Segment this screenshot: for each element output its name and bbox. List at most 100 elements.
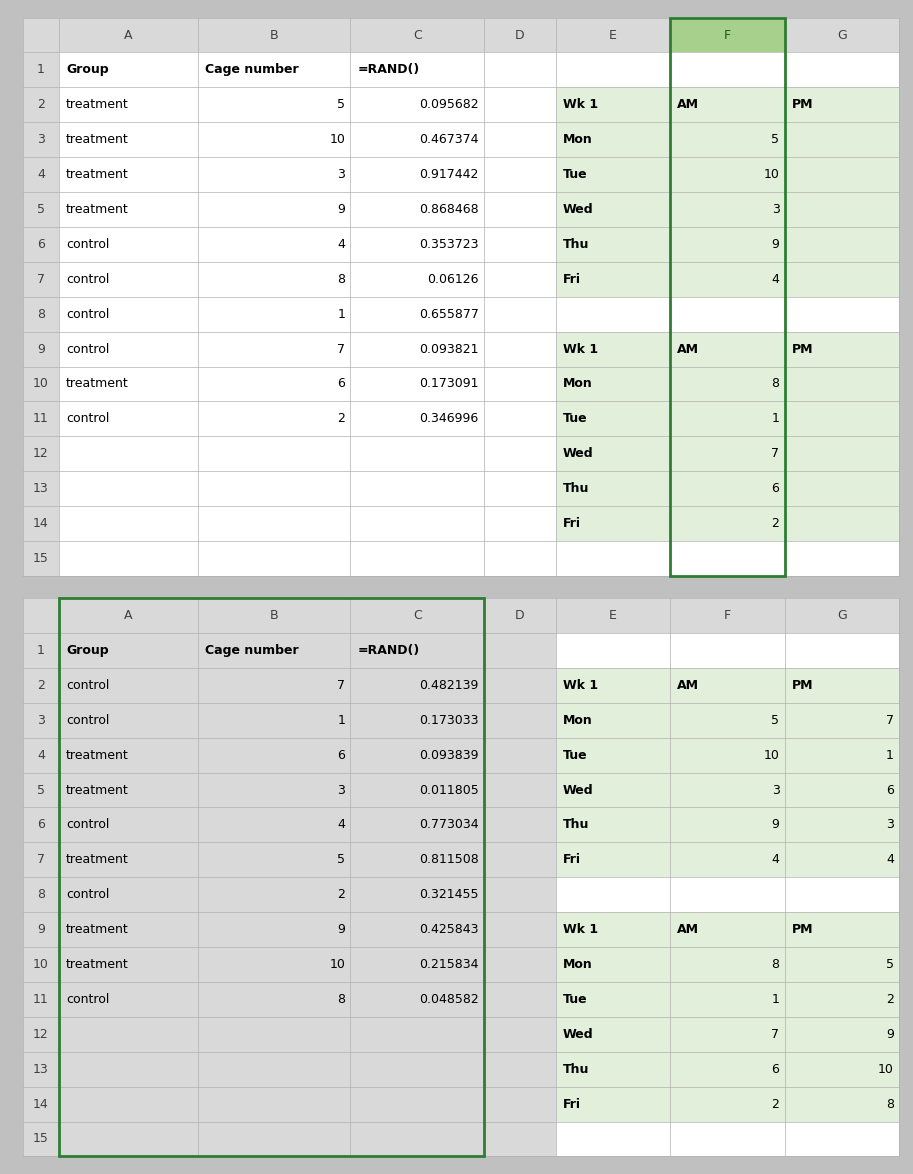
Bar [484, 912, 556, 947]
Text: 9: 9 [37, 343, 45, 356]
Bar [484, 227, 556, 262]
Bar [59, 122, 197, 157]
Text: Tue: Tue [562, 749, 587, 762]
Bar [351, 157, 484, 193]
Bar [484, 331, 556, 366]
Text: E: E [609, 28, 617, 41]
Bar [785, 193, 899, 227]
Bar [556, 668, 670, 703]
Bar [484, 668, 556, 703]
Text: Fri: Fri [562, 1098, 581, 1111]
Bar [59, 737, 197, 772]
Bar [23, 599, 59, 633]
Text: 3: 3 [337, 168, 345, 181]
Bar [670, 633, 785, 668]
Text: 8: 8 [886, 1098, 894, 1111]
Bar [23, 506, 59, 541]
Bar [59, 668, 197, 703]
Bar [59, 227, 197, 262]
Text: 7: 7 [37, 853, 45, 866]
Text: 6: 6 [337, 378, 345, 391]
Bar [484, 877, 556, 912]
Bar [197, 947, 351, 981]
Text: Thu: Thu [562, 483, 589, 495]
Bar [351, 668, 484, 703]
Bar [197, 1017, 351, 1052]
Bar [785, 912, 899, 947]
Bar [197, 843, 351, 877]
Bar [484, 599, 556, 633]
Bar [197, 193, 351, 227]
Bar [484, 366, 556, 402]
Bar [351, 1052, 484, 1087]
Bar [197, 157, 351, 193]
Bar [484, 471, 556, 506]
Bar [785, 331, 899, 366]
Bar [556, 227, 670, 262]
Text: 2: 2 [37, 679, 45, 691]
Text: E: E [609, 609, 617, 622]
Bar [197, 18, 351, 53]
Bar [670, 87, 785, 122]
Bar [59, 599, 484, 1156]
Bar [785, 437, 899, 471]
Text: 1: 1 [771, 412, 780, 425]
Text: treatment: treatment [66, 853, 129, 866]
Bar [197, 227, 351, 262]
Text: 3: 3 [37, 133, 45, 147]
Bar [556, 331, 670, 366]
Bar [556, 1087, 670, 1121]
Bar [484, 981, 556, 1017]
Text: PM: PM [792, 99, 813, 112]
Bar [484, 18, 556, 53]
Bar [556, 366, 670, 402]
Bar [59, 947, 197, 981]
Bar [351, 981, 484, 1017]
Text: 2: 2 [887, 993, 894, 1006]
Bar [351, 53, 484, 87]
Bar [670, 297, 785, 331]
Bar [59, 599, 197, 633]
Bar [23, 366, 59, 402]
Text: control: control [66, 412, 110, 425]
Text: treatment: treatment [66, 958, 129, 971]
Bar [59, 193, 197, 227]
Text: 0.093821: 0.093821 [419, 343, 478, 356]
Bar [670, 53, 785, 87]
Bar [785, 1121, 899, 1156]
Bar [59, 366, 197, 402]
Text: 5: 5 [886, 958, 894, 971]
Text: 14: 14 [33, 517, 48, 529]
Bar [670, 912, 785, 947]
Bar [351, 1087, 484, 1121]
Bar [556, 402, 670, 437]
Text: 10: 10 [33, 958, 49, 971]
Bar [785, 471, 899, 506]
Bar [351, 912, 484, 947]
Bar [23, 157, 59, 193]
Bar [197, 471, 351, 506]
Text: 9: 9 [337, 923, 345, 936]
Bar [484, 633, 556, 668]
Bar [197, 541, 351, 575]
Text: Thu: Thu [562, 818, 589, 831]
Text: 0.06126: 0.06126 [427, 272, 478, 285]
Text: 9: 9 [771, 818, 780, 831]
Text: control: control [66, 818, 110, 831]
Text: 0.215834: 0.215834 [419, 958, 478, 971]
Bar [670, 843, 785, 877]
Bar [556, 18, 670, 53]
Bar [197, 703, 351, 737]
Text: Thu: Thu [562, 238, 589, 251]
Text: =RAND(): =RAND() [357, 645, 420, 657]
Bar [351, 541, 484, 575]
Bar [670, 981, 785, 1017]
Text: 12: 12 [33, 1027, 48, 1041]
Text: 9: 9 [37, 923, 45, 936]
Bar [351, 297, 484, 331]
Text: Wed: Wed [562, 1027, 593, 1041]
Text: 1: 1 [337, 714, 345, 727]
Text: 3: 3 [337, 783, 345, 796]
Bar [556, 912, 670, 947]
Bar [670, 471, 785, 506]
